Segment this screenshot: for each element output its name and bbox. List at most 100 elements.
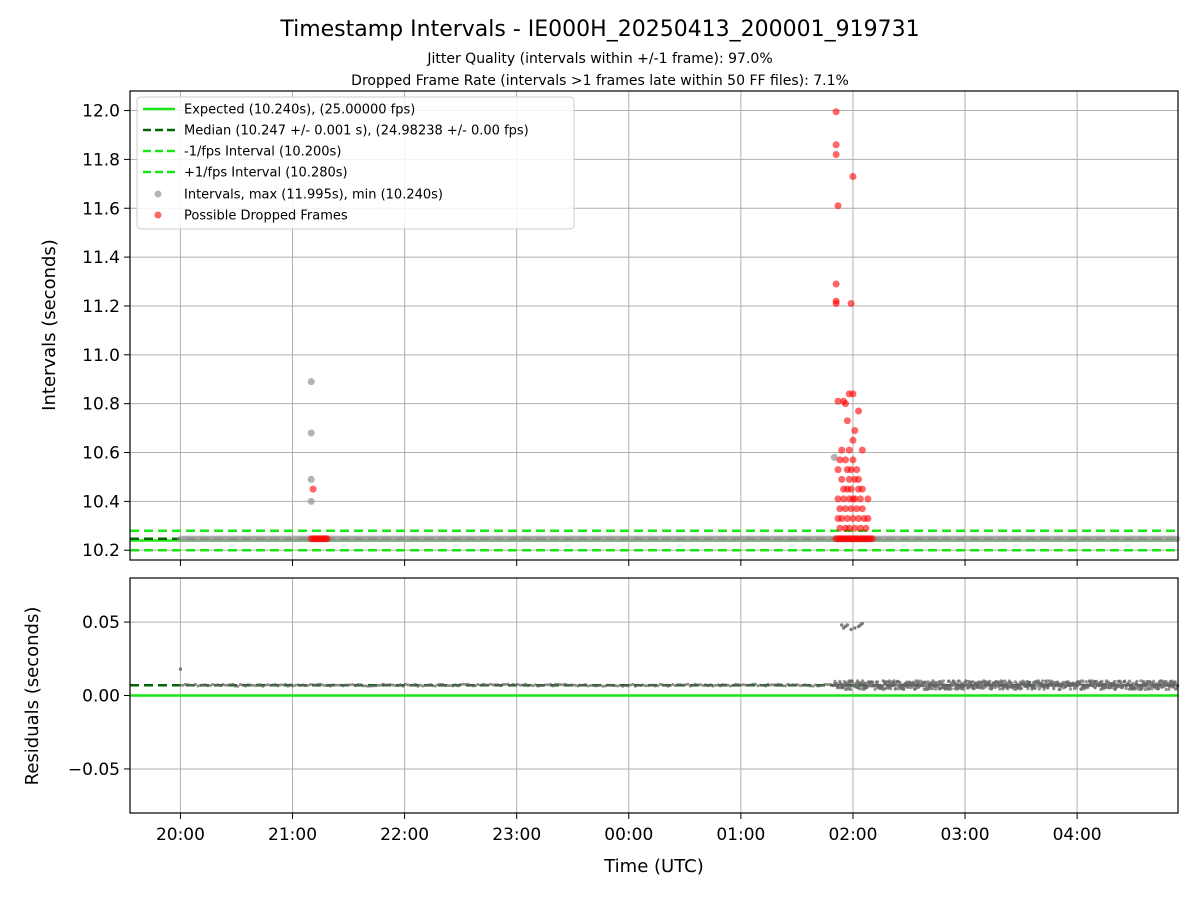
dropped-frame-point <box>836 505 844 513</box>
residual-point <box>753 682 757 686</box>
residual-point <box>273 683 277 686</box>
residual-point <box>426 683 430 687</box>
residuals-xtick-label: 03:00 <box>941 825 990 845</box>
residual-point <box>476 683 480 686</box>
residual-point <box>1140 685 1144 690</box>
residual-point <box>196 684 200 688</box>
residual-point <box>321 683 325 687</box>
dropped-frame-point <box>858 446 866 454</box>
residual-point <box>783 684 787 688</box>
residual-point <box>456 684 460 688</box>
residual-point <box>941 679 946 683</box>
residual-point <box>198 683 202 687</box>
x-axis-label: Time (UTC) <box>603 856 704 877</box>
dropped-frame-point <box>834 466 842 474</box>
residual-point <box>864 686 868 690</box>
residual-point <box>1033 683 1037 687</box>
residual-point <box>1128 679 1132 683</box>
legend-item-expected: Expected (10.240s), (25.00000 fps) <box>143 103 415 118</box>
residual-point <box>1123 679 1127 683</box>
residual-point <box>1031 683 1035 687</box>
residual-point <box>1111 682 1115 686</box>
intervals-ytick-label: 11.8 <box>82 150 120 170</box>
dropped-frame-point <box>855 407 863 415</box>
residual-point <box>521 683 525 687</box>
residual-point <box>1143 684 1147 688</box>
residual-point <box>208 684 212 687</box>
residual-point <box>563 682 567 686</box>
residual-point <box>1081 679 1085 683</box>
legend-item-plus-fps: +1/fps Interval (10.280s) <box>143 166 348 181</box>
residual-point <box>1151 681 1155 685</box>
residual-point <box>1113 679 1117 684</box>
residual-point <box>493 683 497 687</box>
residual-point <box>1032 686 1036 690</box>
residual-point <box>223 683 227 687</box>
residual-point <box>880 684 885 689</box>
residual-point <box>959 681 964 685</box>
residual-point <box>391 683 395 687</box>
residual-point <box>736 683 740 686</box>
residual-point <box>971 686 976 690</box>
residual-point <box>441 683 445 686</box>
residual-point <box>811 684 815 688</box>
residual-point <box>246 683 250 687</box>
residual-point <box>566 683 570 687</box>
residual-point <box>791 683 795 687</box>
residual-point <box>408 683 412 687</box>
residual-point <box>781 684 785 688</box>
dropped-frame-point <box>309 485 317 493</box>
residual-point <box>916 679 920 683</box>
residual-point <box>946 679 951 684</box>
residual-point <box>473 684 477 688</box>
residual-point <box>988 679 992 683</box>
intervals-panel-frame <box>129 90 1179 561</box>
residual-point <box>728 684 732 688</box>
legend-median-label: Median (10.247 +/- 0.001 s), (24.98238 +… <box>184 124 529 139</box>
residual-point <box>578 683 582 687</box>
residual-point <box>601 684 605 688</box>
residual-outlier-point <box>845 623 850 627</box>
legend-item-intervals: Intervals, max (11.995s), min (10.240s) <box>154 188 443 203</box>
residual-point <box>863 681 867 686</box>
dropped-frame-point <box>838 514 846 522</box>
residual-point <box>796 683 800 687</box>
residual-point <box>892 679 896 683</box>
residual-point <box>738 683 742 687</box>
residual-point <box>628 683 632 687</box>
residual-point <box>875 680 880 684</box>
residual-point <box>443 684 447 688</box>
interval-point <box>307 497 315 505</box>
residual-point <box>681 683 685 687</box>
residual-point <box>378 683 382 687</box>
intervals-ytick-label: 11.2 <box>82 297 120 317</box>
intervals-ytick-label: 11.6 <box>82 199 120 219</box>
residual-point <box>561 683 565 687</box>
residual-point <box>711 684 715 688</box>
residual-point <box>333 683 337 687</box>
residual-point <box>698 683 702 687</box>
dropped-frame-point <box>851 495 859 503</box>
residual-point <box>288 683 292 687</box>
residuals-xtick-label: 00:00 <box>604 825 653 845</box>
residual-outlier-point <box>178 667 183 671</box>
interval-point <box>307 475 315 483</box>
residual-point <box>964 679 968 683</box>
residual-point <box>1046 686 1050 690</box>
residual-point <box>1044 683 1048 687</box>
residual-point <box>276 684 280 688</box>
dropped-frame-point <box>834 202 842 210</box>
residual-point <box>1167 687 1171 691</box>
residual-point <box>771 683 775 687</box>
residual-point <box>311 683 315 687</box>
residual-point <box>531 684 535 688</box>
residual-point <box>849 688 853 692</box>
residual-point <box>418 683 422 687</box>
residual-point <box>758 683 762 687</box>
residual-point <box>211 682 215 686</box>
residual-point <box>341 684 345 688</box>
residual-point <box>463 682 467 686</box>
dropped-frame-point <box>864 514 872 522</box>
residual-point <box>328 684 332 688</box>
